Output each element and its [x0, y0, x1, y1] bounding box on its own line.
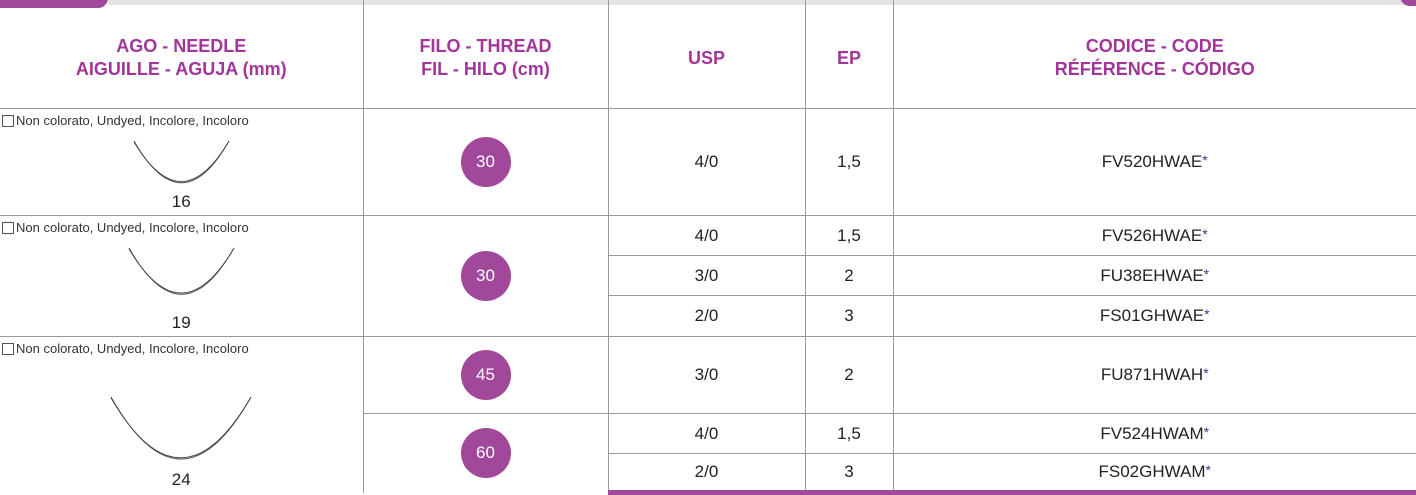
header-line: FILO - THREAD: [364, 35, 608, 58]
needle-size: 16: [0, 192, 363, 212]
needle-text: Non colorato, Undyed, Incolore, Incoloro: [16, 113, 249, 128]
code-cell: FU871HWAH*: [893, 337, 1416, 414]
code-mark: *: [1204, 424, 1209, 440]
page: AGO - NEEDLEAIGUILLE - AGUJA (mm)FILO - …: [0, 0, 1416, 489]
needle-icon: [127, 246, 236, 297]
code-cell: FV526HWAE*: [893, 216, 1416, 256]
thread-cell: 45: [363, 337, 608, 414]
ep-cell: 2: [805, 256, 893, 296]
usp-cell: 3/0: [608, 337, 805, 414]
ep-cell: 3: [805, 296, 893, 337]
ep-cell: 1,5: [805, 216, 893, 256]
header-line: CODICE - CODE: [894, 35, 1416, 58]
checkbox: [2, 222, 14, 234]
header-line: AGO - NEEDLE: [0, 35, 363, 58]
code-cell: FS01GHWAE*: [893, 296, 1416, 337]
code: FV520HWAE: [1102, 152, 1202, 171]
code-cell: FV520HWAE*: [893, 109, 1416, 216]
needle-text: Non colorato, Undyed, Incolore, Incoloro: [16, 341, 249, 356]
usp-cell: 4/0: [608, 216, 805, 256]
needle-label: Non colorato, Undyed, Incolore, Incoloro: [0, 216, 363, 235]
code-mark: *: [1202, 226, 1207, 242]
header-line: EP: [806, 47, 893, 70]
checkbox: [2, 343, 14, 355]
thread-cell: 30: [363, 216, 608, 337]
thread-length: 30: [461, 137, 511, 187]
code-cell: FU38EHWAE*: [893, 256, 1416, 296]
ep-cell: 2: [805, 337, 893, 414]
needle-outline: [129, 248, 234, 293]
usp-cell: 2/0: [608, 296, 805, 337]
column-header: EP: [805, 0, 893, 109]
needle-label: Non colorato, Undyed, Incolore, Incoloro: [0, 109, 363, 128]
table-row: Non colorato, Undyed, Incolore, Incoloro…: [0, 337, 1416, 414]
needle-label: Non colorato, Undyed, Incolore, Incoloro: [0, 337, 363, 356]
thread-length: 45: [461, 350, 511, 400]
code-mark: *: [1203, 365, 1208, 381]
ep-cell: 3: [805, 454, 893, 493]
thread-cell: 30: [363, 109, 608, 216]
header-line: USP: [609, 47, 805, 70]
needle-cell: Non colorato, Undyed, Incolore, Incoloro…: [0, 109, 363, 216]
needle-outline: [111, 397, 251, 458]
code: FV526HWAE: [1102, 226, 1202, 245]
needle-size: 19: [0, 313, 363, 333]
product-table: AGO - NEEDLEAIGUILLE - AGUJA (mm)FILO - …: [0, 0, 1416, 495]
code: FS02GHWAM: [1099, 462, 1206, 481]
code-mark: *: [1204, 266, 1209, 282]
needle-text: Non colorato, Undyed, Incolore, Incoloro: [16, 220, 249, 235]
table-row: Non colorato, Undyed, Incolore, Incoloro…: [0, 109, 1416, 216]
thread-length: 60: [461, 428, 511, 478]
code-mark: *: [1204, 306, 1209, 322]
needle-icon: [132, 139, 231, 186]
needle-icon: [109, 395, 253, 462]
ep-cell: 1,5: [805, 109, 893, 216]
usp-cell: 2/0: [608, 454, 805, 493]
checkbox: [2, 115, 14, 127]
header-line: AIGUILLE - AGUJA (mm): [0, 58, 363, 81]
needle-size: 24: [0, 470, 363, 490]
code: FU38EHWAE: [1100, 266, 1203, 285]
code-cell: FS02GHWAM*: [893, 454, 1416, 493]
table-body: Non colorato, Undyed, Incolore, Incoloro…: [0, 109, 1416, 493]
usp-cell: 4/0: [608, 109, 805, 216]
ep-cell: 1,5: [805, 414, 893, 454]
needle-cell: Non colorato, Undyed, Incolore, Incoloro…: [0, 337, 363, 493]
code: FU871HWAH: [1101, 365, 1203, 384]
code-cell: FV524HWAM*: [893, 414, 1416, 454]
table-row: Non colorato, Undyed, Incolore, Incoloro…: [0, 216, 1416, 256]
needle-outline: [134, 141, 229, 181]
code: FS01GHWAE: [1100, 306, 1204, 325]
usp-cell: 3/0: [608, 256, 805, 296]
usp-cell: 4/0: [608, 414, 805, 454]
header-line: FIL - HILO (cm): [364, 58, 608, 81]
code: FV524HWAM: [1100, 424, 1203, 443]
header-line: RÉFÉRENCE - CÓDIGO: [894, 58, 1416, 81]
needle-cell: Non colorato, Undyed, Incolore, Incoloro…: [0, 216, 363, 337]
code-mark: *: [1202, 152, 1207, 168]
column-header: USP: [608, 0, 805, 109]
code-mark: *: [1206, 462, 1211, 478]
thread-length: 30: [461, 251, 511, 301]
thread-cell: 60: [363, 414, 608, 493]
